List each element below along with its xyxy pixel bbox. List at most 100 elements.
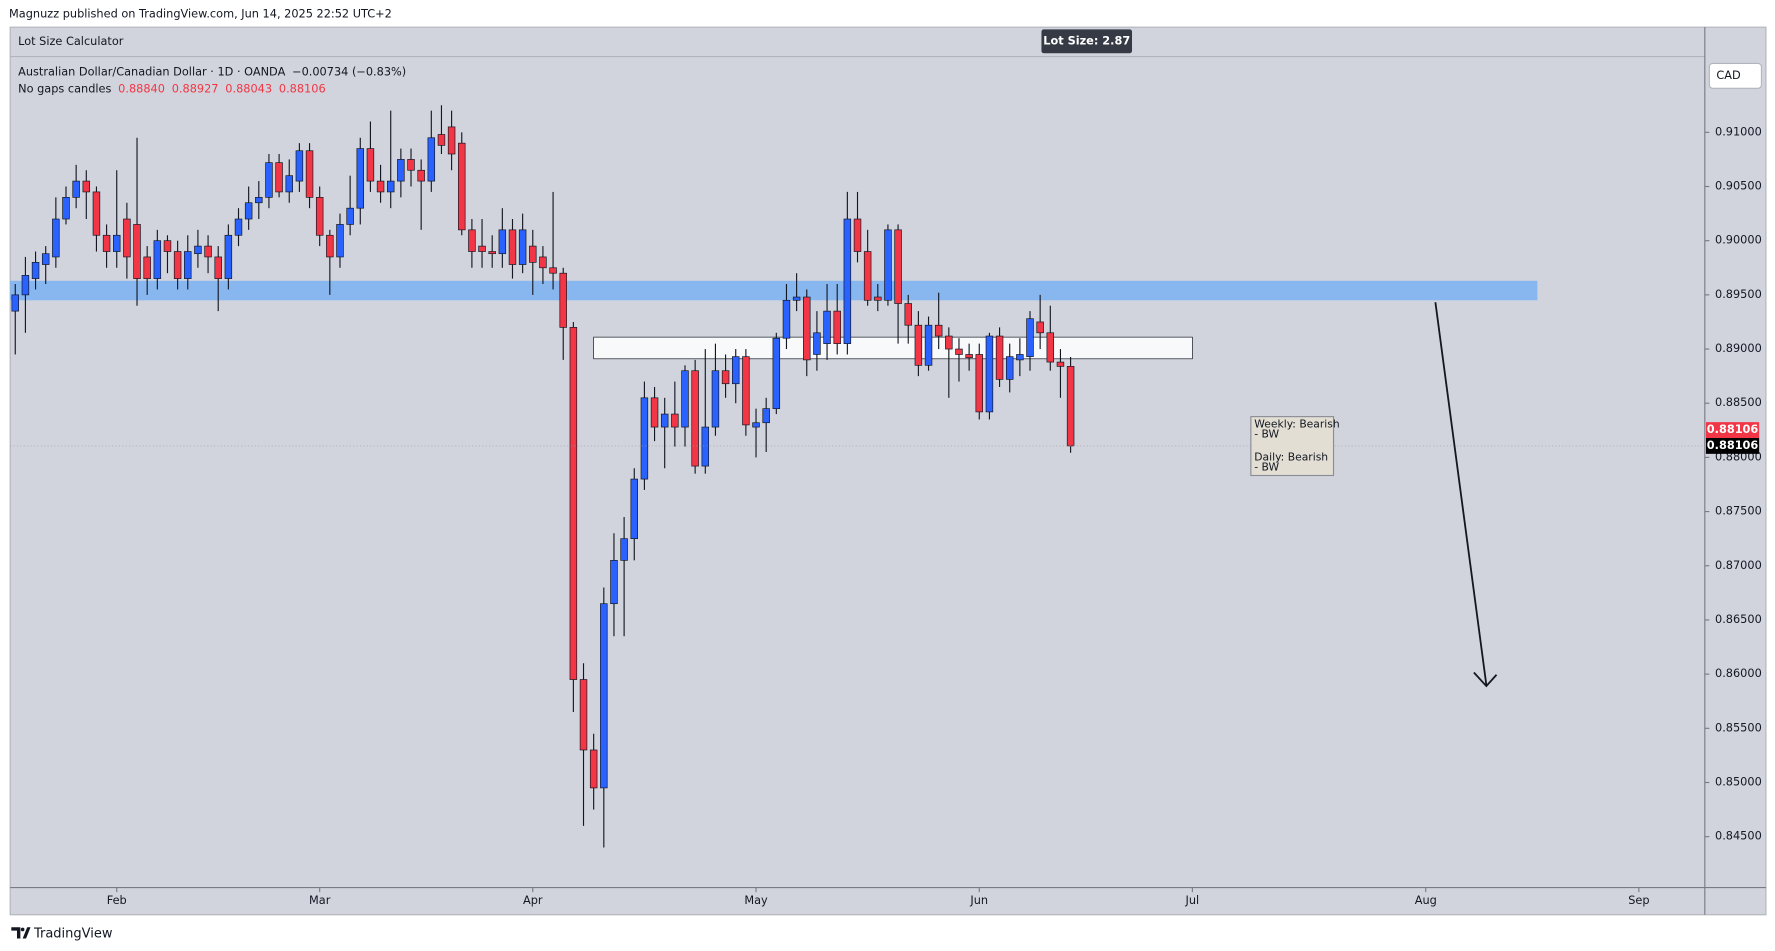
candle-body — [1016, 354, 1024, 361]
candle-body — [173, 251, 182, 279]
candle-body — [386, 180, 395, 193]
candle-body — [437, 134, 446, 146]
x-tick-label: Mar — [309, 893, 331, 907]
candle-body — [275, 162, 283, 193]
arrow-head — [1473, 671, 1498, 688]
last-price-tag — [1705, 437, 1760, 454]
candle-body — [792, 296, 801, 301]
candle-body — [995, 335, 1004, 380]
candle-body — [407, 159, 415, 171]
arrow-shaft — [1434, 302, 1488, 686]
candle-body — [336, 224, 344, 258]
candle-body — [234, 218, 243, 236]
candle-body — [488, 251, 496, 255]
candle-body — [21, 275, 30, 296]
symbol-title: Australian Dollar/Canadian Dollar · 1D ·… — [18, 64, 406, 78]
annotation-line: - BW — [1254, 428, 1279, 441]
candle-body — [813, 332, 821, 355]
candle-body — [620, 538, 628, 561]
candle-body — [72, 180, 80, 198]
candle-body — [11, 294, 19, 312]
logo-mark — [11, 927, 31, 939]
y-tick-label: 0.86500 — [1715, 612, 1762, 626]
annotation-box — [1250, 416, 1335, 477]
candle-body — [113, 234, 121, 252]
candle-body — [194, 245, 202, 255]
candle-body — [1036, 321, 1044, 334]
candle-body — [123, 218, 131, 258]
candle-body — [823, 310, 831, 344]
candle-body — [752, 422, 760, 428]
candle-body — [163, 240, 172, 252]
candle-body — [579, 679, 588, 751]
candle-body — [1046, 332, 1055, 363]
candle-style: No gaps candles 0.88840 0.88927 0.88043 0.88… — [18, 81, 326, 95]
candle-body — [721, 370, 730, 385]
candle-body — [214, 256, 222, 279]
candle-body — [52, 218, 60, 258]
last-price-text: 0.88106 — [1707, 438, 1759, 452]
candle-body — [904, 303, 912, 326]
price-zone — [593, 336, 1193, 360]
candle-body — [1056, 361, 1065, 367]
plot-area — [10, 105, 1705, 848]
candle-body — [782, 299, 791, 339]
candle-body — [305, 150, 314, 198]
candle-body — [1026, 318, 1034, 357]
candle-body — [589, 749, 598, 789]
symbol-name: Australian Dollar/Canadian Dollar · 1D ·… — [18, 64, 285, 78]
candle-body — [326, 234, 334, 258]
candle-body — [731, 356, 740, 385]
x-tick-label: Apr — [523, 893, 543, 907]
candle-body — [184, 251, 192, 279]
ohlc-low: 0.88043 — [225, 81, 272, 95]
candle-body — [498, 229, 507, 255]
candle-body — [650, 397, 659, 428]
candle-body — [376, 180, 385, 193]
candle-body — [691, 370, 699, 467]
x-tick-label: Feb — [107, 893, 127, 907]
x-tick-label: Sep — [1628, 893, 1649, 907]
candle-body — [569, 327, 578, 680]
candle-body — [762, 408, 770, 424]
candle-body — [518, 229, 527, 265]
currency-label[interactable]: CAD — [1716, 68, 1741, 82]
candle-body — [62, 197, 70, 220]
x-tick-label: Jul — [1185, 893, 1200, 907]
x-tick-label: Jun — [969, 893, 988, 907]
candle-body — [803, 296, 811, 361]
candle-body — [660, 413, 669, 428]
y-tick-label: 0.86000 — [1715, 666, 1762, 680]
candle-body — [82, 180, 91, 193]
candle-body — [833, 310, 841, 344]
candle-body — [447, 126, 456, 155]
candle-body — [701, 426, 710, 467]
annotation-line: - BW — [1254, 461, 1279, 474]
annotation-line: Weekly: Bearish — [1254, 418, 1339, 431]
y-tick-label: 0.87000 — [1715, 558, 1762, 572]
y-tick-label: 0.85500 — [1715, 720, 1762, 734]
y-tick-label: 0.88500 — [1715, 395, 1762, 409]
close-price-tag — [1705, 422, 1760, 438]
currency-button[interactable] — [1708, 62, 1762, 89]
y-tick-label: 0.84500 — [1715, 829, 1762, 843]
candle-body — [549, 267, 557, 274]
candle-body — [742, 356, 750, 426]
candle-body — [600, 603, 608, 789]
candle-body — [458, 142, 466, 231]
candle-body — [356, 148, 365, 209]
candle-body — [204, 245, 212, 258]
y-tick-label: 0.90000 — [1715, 233, 1762, 247]
candle-body — [914, 324, 923, 366]
candle-body — [153, 240, 162, 279]
candle-body — [295, 150, 304, 182]
lot-size-badge — [1041, 29, 1133, 54]
candle-body — [102, 234, 111, 252]
candle-body — [955, 348, 963, 355]
logo-dot — [20, 927, 25, 932]
symbol-change: −0.00734 (−0.83%) — [292, 64, 406, 78]
tradingview-logo — [11, 927, 31, 939]
y-tick-label: 0.85000 — [1715, 774, 1762, 788]
